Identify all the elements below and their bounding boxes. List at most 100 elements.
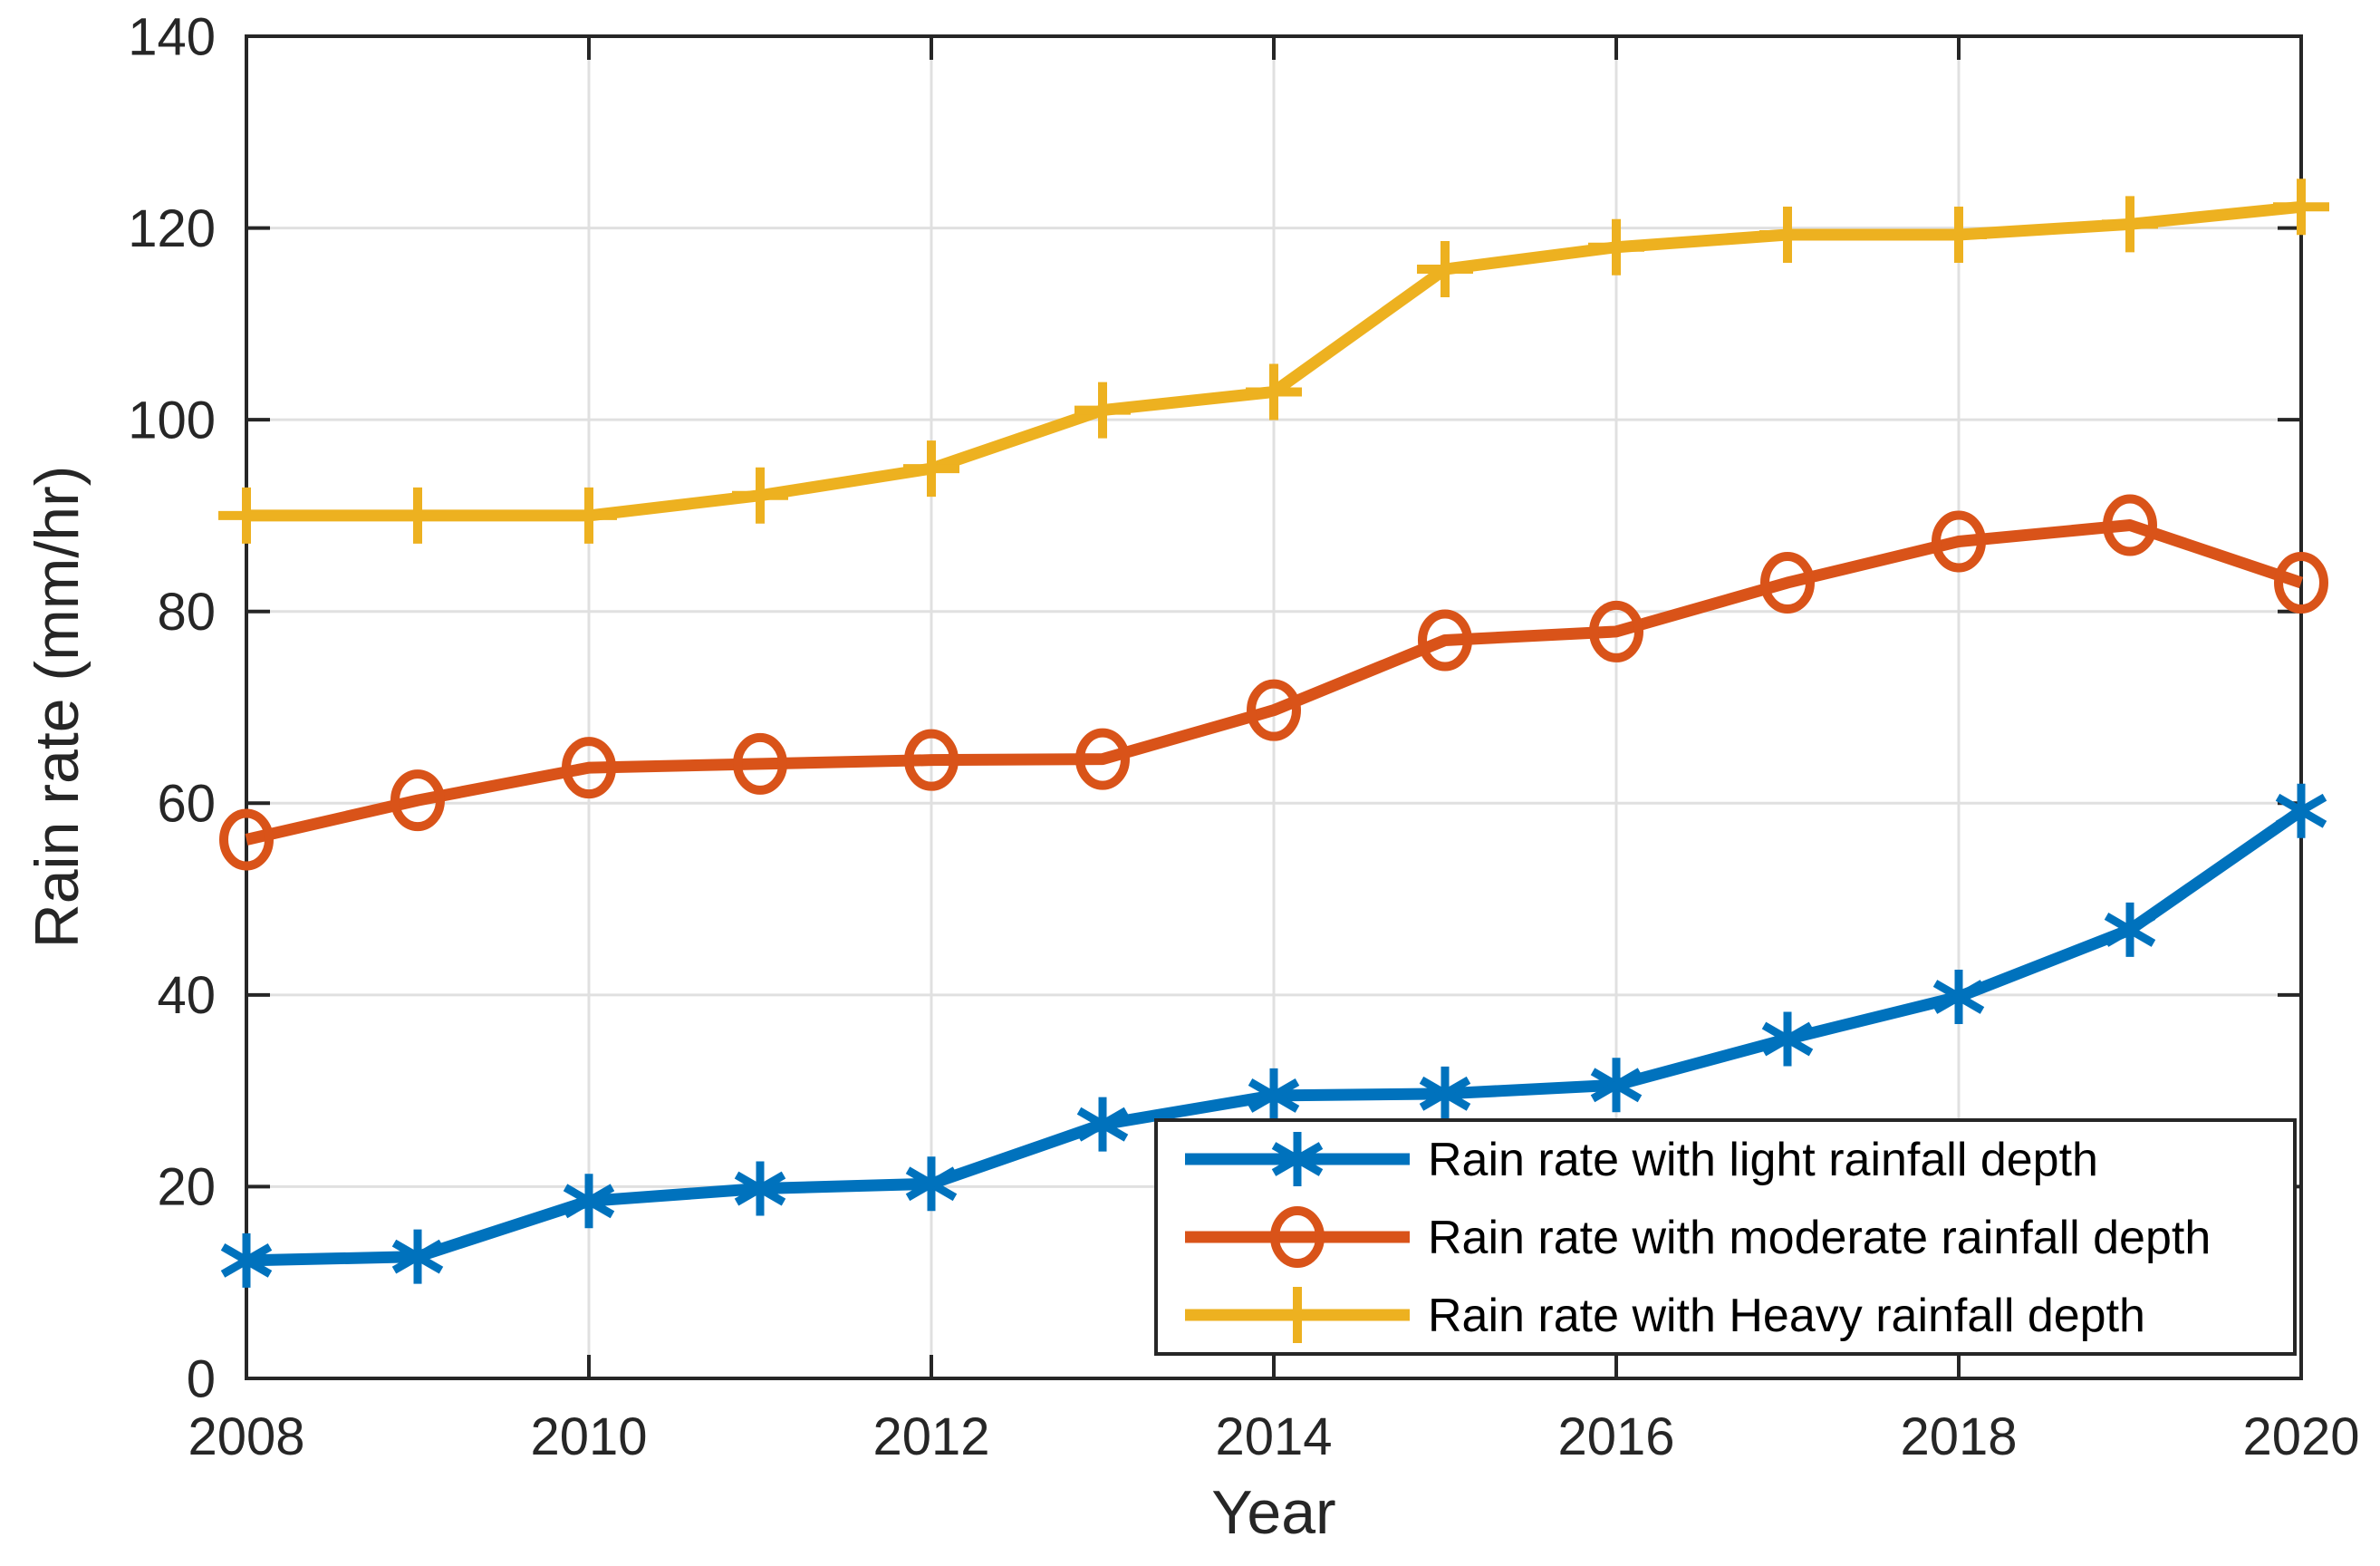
data-point-marker bbox=[905, 1156, 958, 1212]
circle-marker-shape bbox=[904, 729, 959, 791]
x-axis-label-group: Year bbox=[1211, 1478, 1335, 1547]
data-point-marker bbox=[1076, 1097, 1129, 1152]
asterisk-spoke bbox=[1271, 1142, 1324, 1176]
circle-marker-shape bbox=[562, 737, 616, 799]
circle-marker-shape bbox=[219, 808, 274, 871]
data-point-marker bbox=[2103, 494, 2157, 556]
asterisk-spoke bbox=[563, 1184, 615, 1219]
data-point-marker bbox=[1932, 969, 1985, 1024]
data-point-marker bbox=[390, 487, 446, 544]
asterisk-spoke bbox=[1419, 1076, 1471, 1111]
data-point-marker bbox=[2274, 551, 2328, 614]
data-point-marker bbox=[2273, 179, 2329, 236]
data-point-marker bbox=[1931, 206, 1987, 263]
data-point-marker bbox=[734, 1161, 786, 1216]
asterisk-spoke bbox=[391, 1239, 444, 1274]
legend: Rain rate with light rainfall depth Rain … bbox=[1154, 1118, 2297, 1356]
data-point-marker bbox=[1419, 1066, 1471, 1121]
data-point-marker bbox=[732, 467, 788, 524]
data-point-marker bbox=[219, 808, 274, 871]
legend-marker bbox=[1271, 1132, 1324, 1186]
data-point-marker bbox=[1759, 206, 1816, 263]
data-point-marker bbox=[562, 737, 616, 799]
data-point-marker bbox=[391, 1229, 444, 1284]
asterisk-spoke bbox=[1761, 1021, 1814, 1057]
circle-marker-shape bbox=[1932, 510, 1986, 573]
legend-label: Rain rate with moderate rainfall depth bbox=[1428, 1212, 2211, 1264]
circle-marker-shape bbox=[1270, 1206, 1325, 1268]
x-tick-label: 2018 bbox=[1900, 1407, 2017, 1466]
circle-marker-shape bbox=[390, 769, 445, 832]
circle-marker-shape bbox=[1418, 609, 1472, 672]
legend-marker bbox=[1270, 1206, 1325, 1268]
asterisk-spoke bbox=[1590, 1068, 1643, 1103]
data-point-marker bbox=[2275, 783, 2327, 838]
axes-box bbox=[245, 34, 2303, 1380]
legend-entry: Rain rate with moderate rainfall depth bbox=[1185, 1206, 2211, 1268]
legend-label: Rain rate with light rainfall depth bbox=[1428, 1134, 2098, 1186]
x-tick-label: 2012 bbox=[872, 1407, 989, 1466]
data-point-marker bbox=[1075, 728, 1130, 790]
data-point-marker bbox=[1590, 1058, 1643, 1113]
x-tick-label: 2020 bbox=[2242, 1407, 2359, 1466]
asterisk-spoke bbox=[220, 1242, 273, 1278]
data-point-marker bbox=[904, 729, 959, 791]
circle-marker-shape bbox=[1247, 679, 1301, 741]
asterisk-spoke bbox=[734, 1171, 786, 1206]
x-tick-label: 2010 bbox=[530, 1407, 647, 1466]
circle-marker-shape bbox=[733, 732, 787, 795]
data-point-marker bbox=[1932, 510, 1986, 573]
tick-labels: 2008 2010 2012 2014 2016 2018 2020 0 20 40 60 80 100… bbox=[128, 7, 2359, 1466]
x-axis-label: Year bbox=[1211, 1478, 1335, 1547]
x-tick-label: 2014 bbox=[1215, 1407, 1332, 1466]
asterisk-spoke bbox=[2275, 793, 2327, 828]
series-line bbox=[245, 519, 2304, 846]
data-point-marker bbox=[390, 769, 445, 832]
asterisk-spoke bbox=[1076, 1107, 1129, 1142]
asterisk-spoke bbox=[2104, 913, 2156, 947]
legend-entry: Rain rate with Heavy rainfall depth bbox=[1185, 1287, 2145, 1343]
data-point-marker bbox=[563, 1174, 615, 1229]
asterisk-spoke bbox=[1932, 980, 1985, 1014]
data-point-marker bbox=[561, 487, 617, 544]
data-point-marker bbox=[220, 1232, 273, 1288]
data-point-marker bbox=[1417, 241, 1473, 298]
series-asterisk bbox=[220, 783, 2327, 1288]
circle-marker-shape bbox=[2274, 551, 2328, 614]
x-tick-label: 2008 bbox=[188, 1407, 304, 1466]
data-point-marker bbox=[1589, 600, 1643, 662]
x-tick-label: 2016 bbox=[1557, 1407, 1674, 1466]
y-tick-label: 100 bbox=[128, 391, 216, 450]
series-circle bbox=[219, 494, 2328, 871]
y-axis-label-group: Rain rate (mm/hr) bbox=[23, 466, 92, 949]
data-point-marker bbox=[1074, 382, 1131, 439]
data-point-marker bbox=[1246, 363, 1302, 420]
circle-marker-shape bbox=[2103, 494, 2157, 556]
data-point-marker bbox=[1588, 218, 1644, 276]
y-tick-label: 40 bbox=[157, 966, 216, 1025]
data-point-marker bbox=[1760, 551, 1815, 614]
asterisk-spoke bbox=[1248, 1078, 1300, 1113]
data-point-marker bbox=[218, 487, 275, 544]
legend-label: Rain rate with Heavy rainfall depth bbox=[1428, 1290, 2145, 1342]
y-tick-label: 80 bbox=[157, 583, 216, 642]
y-tick-label: 140 bbox=[128, 7, 216, 66]
circle-marker-shape bbox=[1075, 728, 1130, 790]
data-point-marker bbox=[2102, 196, 2158, 253]
y-tick-label: 0 bbox=[187, 1349, 216, 1408]
legend-entry: Rain rate with light rainfall depth bbox=[1185, 1132, 2098, 1186]
legend-marker bbox=[1269, 1287, 1325, 1343]
circle-marker-shape bbox=[1760, 551, 1815, 614]
data-point-marker bbox=[1247, 679, 1301, 741]
y-tick-label: 60 bbox=[157, 775, 216, 834]
y-axis-label: Rain rate (mm/hr) bbox=[23, 466, 92, 949]
asterisk-spoke bbox=[905, 1166, 958, 1202]
data-point-marker bbox=[903, 440, 959, 498]
data-point-marker bbox=[2104, 902, 2156, 957]
circle-marker-shape bbox=[1589, 600, 1643, 662]
data-point-marker bbox=[733, 732, 787, 795]
data-point-marker bbox=[1418, 609, 1472, 672]
data-point-marker bbox=[1248, 1068, 1300, 1123]
